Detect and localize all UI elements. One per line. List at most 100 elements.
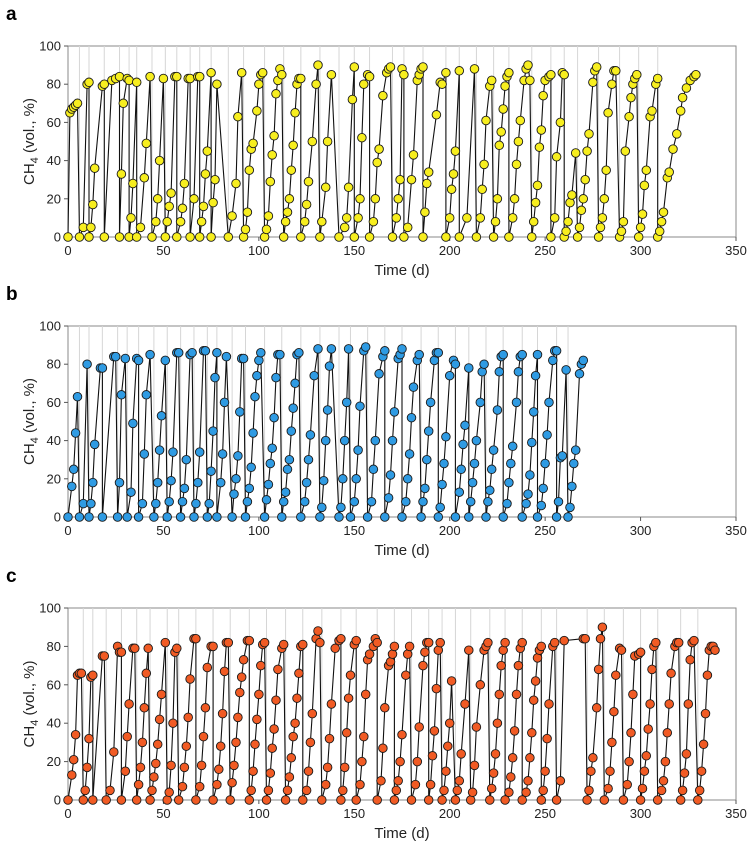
- data-point: [336, 633, 346, 644]
- data-point: [658, 776, 669, 786]
- data-point: [662, 728, 673, 738]
- data-point: [658, 207, 669, 217]
- data-point: [370, 194, 381, 204]
- data-point: [530, 676, 541, 686]
- x-tick-label: 50: [156, 243, 170, 258]
- data-point: [265, 458, 276, 469]
- data-point: [341, 397, 352, 408]
- data-point: [496, 127, 506, 137]
- data-point: [536, 795, 547, 805]
- data-point: [156, 689, 167, 700]
- data-point: [244, 483, 255, 494]
- data-point: [385, 62, 396, 72]
- data-point: [269, 412, 279, 423]
- data-point: [349, 232, 360, 242]
- data-point: [114, 71, 125, 82]
- data-point: [166, 760, 176, 771]
- data-point: [645, 699, 655, 709]
- data-point: [595, 222, 606, 233]
- y-tick-label: 40: [47, 716, 61, 731]
- data-point: [353, 213, 363, 223]
- data-point: [244, 635, 255, 646]
- data-point: [567, 190, 577, 200]
- data-point: [208, 795, 218, 805]
- data-point: [406, 174, 417, 185]
- data-point: [80, 785, 90, 796]
- data-point: [368, 216, 379, 227]
- data-point: [578, 194, 589, 204]
- data-point: [622, 779, 632, 790]
- data-point: [162, 512, 172, 522]
- data-point: [315, 637, 325, 648]
- data-point: [221, 351, 232, 362]
- x-axis-label: Time (d): [374, 542, 429, 559]
- data-point: [212, 347, 222, 358]
- data-point: [141, 138, 152, 149]
- data-point: [502, 498, 512, 509]
- data-point: [509, 726, 520, 736]
- data-point: [326, 344, 337, 354]
- data-point: [261, 224, 272, 235]
- data-point: [305, 737, 316, 748]
- data-point: [273, 664, 283, 675]
- data-point: [574, 369, 585, 379]
- data-point: [513, 367, 524, 377]
- data-point: [301, 199, 312, 210]
- data-point: [265, 176, 276, 187]
- data-point: [416, 512, 426, 522]
- data-point: [418, 62, 428, 72]
- data-point: [131, 795, 142, 805]
- data-point: [673, 637, 684, 648]
- data-point: [618, 216, 629, 227]
- data-point: [233, 712, 243, 723]
- data-point: [580, 174, 590, 185]
- y-tick-label: 20: [47, 191, 61, 206]
- data-point: [303, 176, 314, 187]
- data-point: [481, 512, 491, 522]
- data-point: [414, 349, 424, 360]
- data-point: [397, 729, 407, 740]
- data-point: [498, 349, 508, 360]
- data-point: [475, 397, 486, 408]
- data-point: [603, 108, 613, 118]
- data-point: [572, 232, 583, 242]
- data-point: [530, 197, 541, 208]
- data-point: [492, 718, 503, 728]
- data-point: [450, 512, 461, 522]
- data-point: [175, 216, 186, 227]
- data-point: [429, 726, 440, 736]
- data-point: [446, 676, 457, 686]
- data-point: [527, 437, 537, 448]
- data-point: [67, 481, 77, 492]
- data-point: [546, 232, 556, 242]
- data-point: [72, 391, 83, 402]
- data-point: [124, 699, 134, 709]
- data-point: [513, 660, 524, 671]
- data-point: [647, 664, 657, 675]
- data-point: [494, 689, 505, 700]
- data-point: [126, 213, 136, 223]
- data-point: [229, 760, 239, 771]
- data-point: [429, 355, 440, 366]
- data-point: [84, 232, 94, 242]
- data-point: [425, 779, 436, 790]
- data-point: [326, 699, 337, 709]
- data-point: [307, 708, 318, 719]
- data-point: [215, 741, 226, 751]
- data-point: [135, 222, 146, 233]
- data-point: [376, 776, 386, 786]
- data-point: [549, 213, 560, 223]
- data-point: [114, 232, 125, 242]
- data-point: [261, 795, 272, 805]
- data-point: [194, 447, 205, 457]
- data-point: [681, 83, 692, 93]
- data-point: [380, 703, 390, 713]
- x-tick-label: 250: [534, 806, 556, 821]
- data-point: [154, 445, 165, 455]
- data-point: [469, 458, 480, 469]
- data-point: [651, 637, 661, 648]
- data-point: [200, 169, 211, 179]
- data-point: [628, 689, 638, 700]
- data-point: [507, 753, 518, 763]
- data-point: [212, 79, 222, 89]
